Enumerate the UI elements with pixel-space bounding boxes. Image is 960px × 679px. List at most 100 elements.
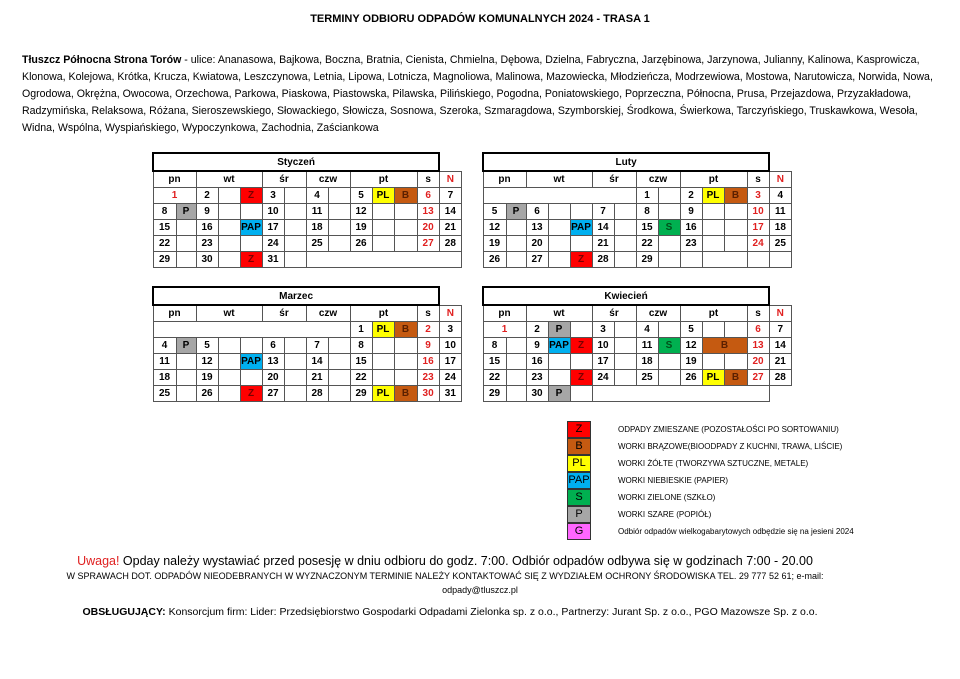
- empty-cell: [657, 353, 681, 370]
- empty-cell: [505, 337, 527, 354]
- empty-cell: [327, 353, 351, 370]
- day-number: 14: [768, 337, 793, 354]
- empty-cell: [701, 321, 725, 338]
- empty-cell: [327, 219, 351, 236]
- operator-text: Konsorcjum firm: Lider: Przedsiębiorstwo…: [165, 606, 818, 618]
- collection-pl: PL: [701, 187, 725, 204]
- empty-cell: [569, 353, 593, 370]
- empty-cell: [217, 187, 241, 204]
- empty-cell: [283, 219, 307, 236]
- weekday-header: czw: [635, 170, 681, 188]
- empty-cell: [371, 203, 395, 220]
- weekday-header: śr: [591, 304, 637, 322]
- day-number: 30: [525, 385, 549, 402]
- empty-cell: [371, 369, 395, 386]
- empty-cell: [613, 369, 637, 386]
- legend-text: WORKI ŻÓŁTE (TWORZYWA SZTUCZNE, METALE): [618, 459, 809, 468]
- day-number: 28: [305, 385, 329, 402]
- legend-item: P WORKI SZARE (POPIÓŁ): [567, 506, 854, 523]
- empty-cell: [283, 251, 307, 268]
- day-number: 28: [591, 251, 615, 268]
- empty-cell: [393, 235, 418, 252]
- day-number: 6: [525, 203, 549, 220]
- day-number: 6: [416, 187, 440, 204]
- day-number: 29: [635, 251, 659, 268]
- empty-cell: [569, 235, 593, 252]
- day-number: 20: [525, 235, 549, 252]
- week-row: 25 26 Z 27 28 29 PL B 30 31: [152, 385, 463, 402]
- day-number: 10: [438, 337, 463, 354]
- weekday-header: pt: [349, 170, 418, 188]
- day-number: 20: [416, 219, 440, 236]
- day-number: 17: [591, 353, 615, 370]
- weekday-header: pn: [482, 170, 527, 188]
- legend-text: WORKI NIEBIESKIE (PAPIER): [618, 476, 729, 485]
- collection-z: Z: [239, 187, 263, 204]
- day-number: 18: [305, 219, 329, 236]
- empty-cell: [283, 353, 307, 370]
- day-number: 24: [591, 369, 615, 386]
- day-number: 2: [525, 321, 549, 338]
- day-number: 14: [305, 353, 329, 370]
- empty-cell: [393, 219, 418, 236]
- day-number: 12: [349, 203, 373, 220]
- empty-cell: [217, 251, 241, 268]
- day-number: 23: [195, 235, 219, 252]
- day-number: 13: [746, 337, 770, 354]
- empty-cell: [217, 385, 241, 402]
- collection-z: Z: [569, 369, 593, 386]
- day-number: 27: [746, 369, 770, 386]
- legend-swatch: G: [567, 523, 591, 540]
- month-title: Luty: [481, 152, 771, 172]
- day-number: 26: [349, 235, 373, 252]
- day-number: 30: [195, 251, 219, 268]
- day-number: 9: [416, 337, 440, 354]
- weekday-header: s: [746, 170, 770, 188]
- day-number: 17: [746, 219, 770, 236]
- day-number: 23: [525, 369, 549, 386]
- week-row: 1 2 Z 3 4 5 PL B 6 7: [152, 187, 463, 204]
- day-number: 16: [679, 219, 703, 236]
- day-number: 8: [349, 337, 373, 354]
- day-number: 7: [768, 321, 793, 338]
- contact-email[interactable]: odpady@tluszcz.pl: [442, 585, 518, 595]
- day-number: 22: [349, 369, 373, 386]
- empty-cell: [657, 251, 681, 268]
- empty-cell: [283, 203, 307, 220]
- collection-b: B: [701, 337, 748, 354]
- collection-z: Z: [569, 337, 593, 354]
- week-row: 18 19 20 21 22 23 24: [152, 369, 463, 386]
- empty-cell: [701, 251, 748, 268]
- day-number: 29: [482, 385, 507, 402]
- day-number: 22: [635, 235, 659, 252]
- day-number: 20: [261, 369, 285, 386]
- day-number: 22: [152, 235, 177, 252]
- empty-cell: [505, 235, 527, 252]
- empty-cell: [175, 369, 197, 386]
- week-row: 5 P 6 7 8 9 10 11: [482, 203, 793, 220]
- day-number: 25: [152, 385, 177, 402]
- empty-cell: [547, 235, 571, 252]
- day-number: 3: [261, 187, 285, 204]
- empty-cell: [701, 353, 725, 370]
- week-row: 29 30 Z 31: [152, 251, 462, 268]
- collection-pl: PL: [371, 187, 395, 204]
- empty-cell: [657, 321, 681, 338]
- weekday-header: wt: [195, 170, 263, 188]
- collection-z: Z: [239, 251, 263, 268]
- legend-item: PAP WORKI NIEBIESKIE (PAPIER): [567, 472, 854, 489]
- legend-swatch: P: [567, 506, 591, 523]
- collection-p: P: [175, 337, 197, 354]
- empty-cell: [613, 353, 637, 370]
- day-number: 2: [416, 321, 440, 338]
- empty-cell: [569, 321, 593, 338]
- legend-swatch: S: [567, 489, 591, 506]
- empty-cell: [613, 337, 637, 354]
- empty-cell: [239, 369, 263, 386]
- legend-swatch: Z: [567, 421, 591, 438]
- day-number: 15: [349, 353, 373, 370]
- day-number: 14: [438, 203, 463, 220]
- week-row: 15 16 PAP 17 18 19 20 21: [152, 219, 463, 236]
- legend-item: PL WORKI ŻÓŁTE (TWORZYWA SZTUCZNE, METALE…: [567, 455, 854, 472]
